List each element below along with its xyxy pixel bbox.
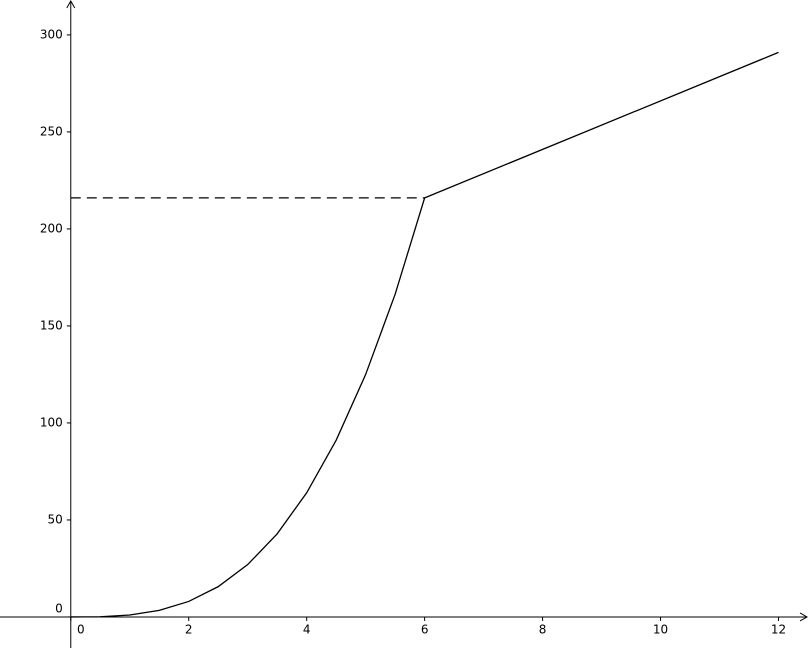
y-tick-label: 200	[40, 221, 63, 235]
x-tick-label: 12	[771, 622, 786, 636]
x-axis-arrow	[799, 612, 808, 622]
x-tick-label: 10	[653, 622, 668, 636]
x-tick-label: 6	[421, 622, 429, 636]
y-tick-label: 50	[47, 512, 62, 526]
line	[70, 51, 779, 618]
y-tick-label: 300	[40, 27, 63, 41]
y-axis-arrow	[66, 0, 76, 9]
y-tick-label: 250	[40, 124, 63, 138]
x-tick-label: 2	[185, 622, 193, 636]
y-tick-label: 0	[55, 601, 63, 615]
x-tick-label: 4	[303, 622, 311, 636]
x-tick-label: 0	[77, 622, 85, 636]
x-tick-label: 8	[539, 622, 547, 636]
y-tick-label: 100	[40, 415, 63, 429]
y-tick-label: 150	[40, 318, 63, 332]
